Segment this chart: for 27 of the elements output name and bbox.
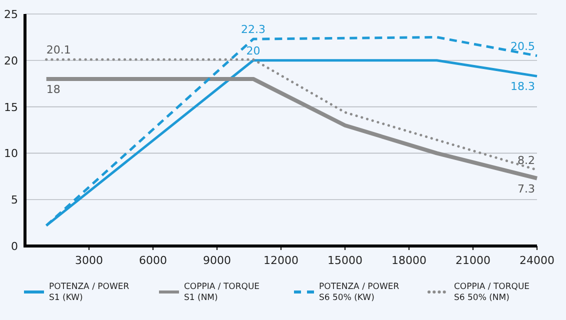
x-tick-label: 24000 — [520, 254, 554, 267]
x-tick-label: 12000 — [264, 254, 298, 267]
data-label: 20 — [246, 44, 260, 58]
data-label: 18 — [46, 82, 60, 96]
y-tick-label: 10 — [4, 147, 18, 160]
legend-label: COPPIA / TORQUE S6 50% (NM) — [454, 282, 530, 303]
x-tick-label: 6000 — [139, 254, 167, 267]
x-tick-label: 21000 — [456, 254, 490, 267]
data-label: 8.2 — [518, 154, 535, 167]
data-label: 7.3 — [518, 182, 535, 196]
data-label: 22.3 — [241, 23, 266, 36]
line-series — [44, 76, 539, 180]
x-tick-label: 18000 — [392, 254, 426, 267]
y-tick-label: 15 — [4, 100, 18, 114]
data-label: 20.5 — [510, 40, 535, 53]
x-tick-label: 15000 — [328, 254, 362, 267]
legend-label: POTENZA / POWER S6 50% (KW) — [319, 282, 400, 303]
x-tick-label: 9000 — [203, 254, 231, 267]
y-tick-label: 20 — [4, 54, 18, 68]
data-label: 20.1 — [46, 43, 71, 56]
data-label: 18.3 — [510, 80, 535, 94]
y-tick-label: 5 — [11, 194, 18, 207]
x-tick-label: 3000 — [75, 254, 103, 267]
y-tick-label: 25 — [4, 8, 18, 21]
y-tick-label: 0 — [11, 240, 18, 253]
legend-label: COPPIA / TORQUE S1 (NM) — [184, 282, 260, 303]
legend-label: POTENZA / POWER S1 (KW) — [49, 282, 130, 303]
